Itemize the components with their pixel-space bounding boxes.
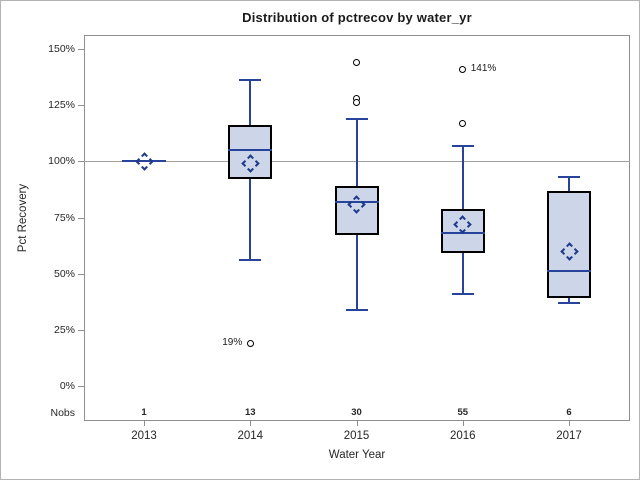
- whisker-cap-top-2015: [345, 117, 368, 120]
- y-tick-label: 75%: [53, 211, 75, 224]
- x-tick-label-2014: 2014: [237, 430, 264, 442]
- x-axis-title: Water Year: [328, 449, 386, 461]
- median-2016: [440, 232, 485, 235]
- y-tick-mark: [78, 217, 84, 219]
- y-tick-mark: [78, 273, 84, 275]
- y-tick-mark: [78, 105, 84, 107]
- nobs-row-label: Nobs: [50, 407, 75, 419]
- nobs-value-2016: 55: [457, 407, 469, 418]
- outlier-2016-141: [459, 65, 467, 73]
- x-tick-mark-2014: [250, 421, 252, 426]
- outlier-2016-117: [459, 119, 467, 127]
- outlier-2015-144: [353, 58, 360, 66]
- x-tick-label-2016: 2016: [449, 430, 476, 442]
- x-tick-mark-2015: [356, 421, 358, 426]
- whisker-cap-top-2016: [451, 144, 474, 147]
- box-2016: [440, 208, 485, 254]
- y-tick-label: 50%: [53, 267, 75, 280]
- nobs-value-2014: 13: [244, 407, 256, 418]
- x-tick-mark-2013: [144, 421, 145, 426]
- y-tick-label: 25%: [53, 323, 75, 336]
- whisker-cap-bottom-2015: [345, 308, 368, 311]
- median-2014: [228, 149, 273, 152]
- box-2017: [547, 190, 591, 299]
- box-2015: [334, 186, 379, 236]
- x-tick-label-2015: 2015: [343, 430, 370, 442]
- whisker-cap-bottom-2014: [239, 259, 262, 262]
- nobs-value-2013: 1: [141, 407, 147, 418]
- median-2015: [334, 200, 379, 203]
- x-tick-mark-2017: [569, 421, 570, 426]
- y-tick-mark: [78, 386, 84, 387]
- y-tick-label: 0%: [59, 380, 75, 392]
- single-value-line-2013: [122, 160, 166, 163]
- outlier-label-2014: 19%: [222, 337, 243, 349]
- nobs-value-2015: 30: [351, 407, 362, 418]
- y-axis-title: Pct Recovery: [17, 183, 29, 253]
- whisker-cap-top-2017: [558, 176, 580, 179]
- chart-title: Distribution of pctrecov by water_yr: [242, 10, 472, 25]
- whisker-cap-top-2014: [239, 79, 262, 82]
- y-tick-mark: [78, 49, 84, 50]
- y-tick-label: 125%: [48, 99, 75, 112]
- outlier-2014-19: [246, 339, 254, 347]
- whisker-cap-bottom-2017: [558, 301, 580, 304]
- y-tick-mark: [78, 329, 84, 331]
- outlier-2015-126: [353, 99, 360, 107]
- x-tick-label-2013: 2013: [131, 430, 157, 442]
- median-2017: [547, 270, 591, 273]
- outlier-label-2016: 141%: [470, 63, 497, 75]
- y-tick-mark: [78, 161, 84, 163]
- y-tick-label: 100%: [48, 155, 75, 168]
- box-2014: [228, 125, 273, 180]
- x-tick-label-2017: 2017: [556, 430, 582, 442]
- y-tick-label: 150%: [48, 43, 75, 55]
- x-tick-mark-2016: [462, 421, 464, 426]
- whisker-cap-bottom-2016: [451, 292, 474, 295]
- nobs-value-2017: 6: [566, 407, 572, 418]
